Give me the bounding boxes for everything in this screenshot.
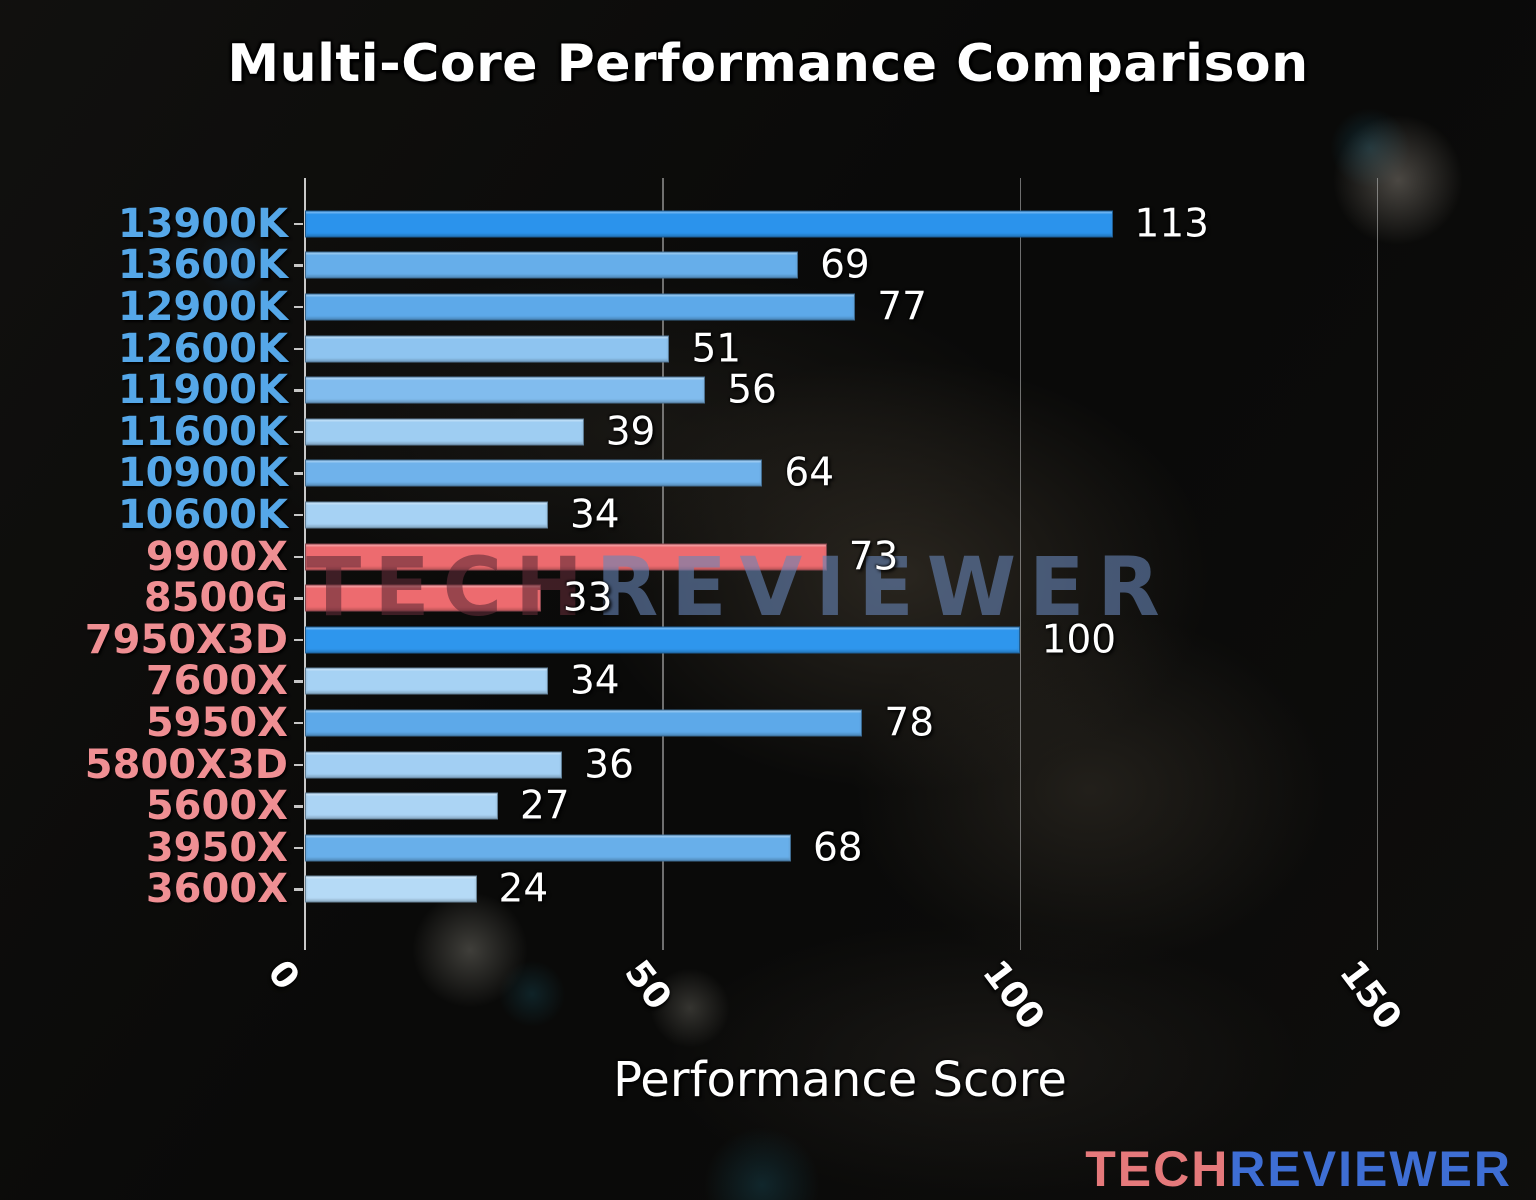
bar-row: 5600X 27: [146, 783, 1427, 829]
plot-area: 13900K 113 13600K 69 12900K 77 12600K 51 11900K 5…: [85, 178, 1427, 1038]
bar-row: 10600K 34: [118, 492, 1427, 538]
value-label: 51: [691, 326, 742, 372]
y-tick: [294, 763, 303, 767]
category-label: 8500G: [143, 575, 288, 622]
y-tick: [294, 555, 303, 559]
y-tick: [294, 638, 303, 642]
bar: [305, 751, 563, 779]
brand-logo-reviewer: REVIEWER: [1229, 1141, 1512, 1197]
y-tick: [294, 846, 303, 850]
value-label: 68: [812, 825, 863, 871]
bar: [305, 210, 1113, 238]
category-label: 10900K: [117, 450, 288, 497]
bar-row: 10900K 64: [118, 450, 1427, 496]
category-label: 9900X: [145, 533, 288, 580]
category-label: 3600X: [145, 866, 288, 913]
gridline-100: [1019, 178, 1022, 950]
bar-row: 11600K 39: [118, 409, 1427, 455]
category-label: 13600K: [117, 242, 288, 289]
y-tick: [294, 264, 303, 267]
bar: [305, 875, 477, 903]
category-label: 12600K: [117, 325, 288, 372]
value-label: 39: [605, 409, 656, 455]
y-tick: [294, 805, 303, 808]
bar: [305, 584, 541, 612]
category-label: 12900K: [117, 283, 288, 330]
bar: [305, 834, 791, 862]
bar-row: 8500G 33: [144, 575, 1427, 621]
category-label: 7600X: [145, 658, 288, 705]
bar-row: 9900X 73: [146, 534, 1427, 580]
value-label: 24: [498, 866, 549, 912]
bar-row: 3600X 24: [146, 866, 1427, 912]
bar-row: 5800X3D 36: [85, 742, 1427, 788]
bar-row: 13600K 69: [118, 242, 1427, 288]
bar-rows: 13900K 113 13600K 69 12900K 77 12600K 51 11900K 5…: [85, 201, 1427, 913]
bar-row: 12600K 51: [118, 326, 1427, 372]
y-tick: [294, 430, 303, 434]
category-label: 11600K: [117, 408, 288, 455]
value-label: 33: [562, 575, 613, 621]
bar: [305, 335, 670, 363]
value-label: 34: [569, 658, 620, 704]
bar: [305, 792, 498, 820]
bar: [305, 418, 584, 446]
value-label: 56: [727, 367, 777, 413]
bar-row: 3950X 68: [146, 825, 1427, 871]
bar-row: 11900K 56: [118, 367, 1427, 413]
bar-row: 12900K 77: [118, 284, 1427, 330]
value-label: 100: [1041, 617, 1117, 663]
bar: [305, 543, 827, 571]
bar-row: 5950X 78: [146, 700, 1427, 746]
category-label: 5950X: [145, 699, 288, 746]
category-label: 3950X: [145, 824, 288, 871]
y-tick: [294, 305, 303, 309]
category-label: 10600K: [117, 491, 288, 538]
y-tick: [294, 347, 303, 351]
category-label: 13900K: [117, 200, 288, 247]
brand-logo-tech: TECH: [1085, 1141, 1230, 1197]
bar-row: 13900K 113: [118, 201, 1427, 247]
value-label: 73: [848, 534, 899, 580]
y-tick: [294, 513, 303, 517]
y-tick: [294, 472, 303, 475]
bar-row: 7950X3D 100: [85, 617, 1427, 663]
bar: [305, 459, 763, 487]
bar: [305, 376, 706, 404]
y-tick: [294, 222, 303, 226]
value-label: 36: [584, 742, 634, 788]
value-label: 27: [519, 783, 570, 829]
y-tick: [294, 597, 303, 600]
y-tick: [294, 389, 303, 392]
x-axis-label: Performance Score: [613, 1052, 1067, 1108]
category-label: 5600X: [145, 783, 288, 830]
brand-logo: TECHREVIEWER: [1085, 1140, 1512, 1198]
value-label: 113: [1134, 201, 1209, 247]
value-label: 34: [569, 492, 620, 538]
chart-title: Multi-Core Performance Comparison: [227, 34, 1309, 94]
bar-row: 7600X 34: [146, 658, 1427, 704]
y-tick: [294, 888, 303, 891]
value-label: 77: [877, 284, 927, 330]
value-label: 64: [784, 450, 835, 496]
bar: [305, 626, 1020, 654]
value-label: 69: [820, 242, 870, 288]
category-label: 5800X3D: [84, 741, 288, 788]
gridline-150: [1376, 178, 1379, 950]
category-label: 7950X3D: [84, 616, 288, 663]
category-label: 11900K: [117, 367, 288, 414]
bar: [305, 709, 863, 737]
value-label: 78: [884, 700, 935, 746]
bar: [305, 293, 856, 321]
y-tick: [294, 680, 303, 683]
bar: [305, 501, 548, 529]
y-tick: [294, 721, 303, 725]
bar: [305, 667, 548, 695]
bar: [305, 251, 799, 279]
